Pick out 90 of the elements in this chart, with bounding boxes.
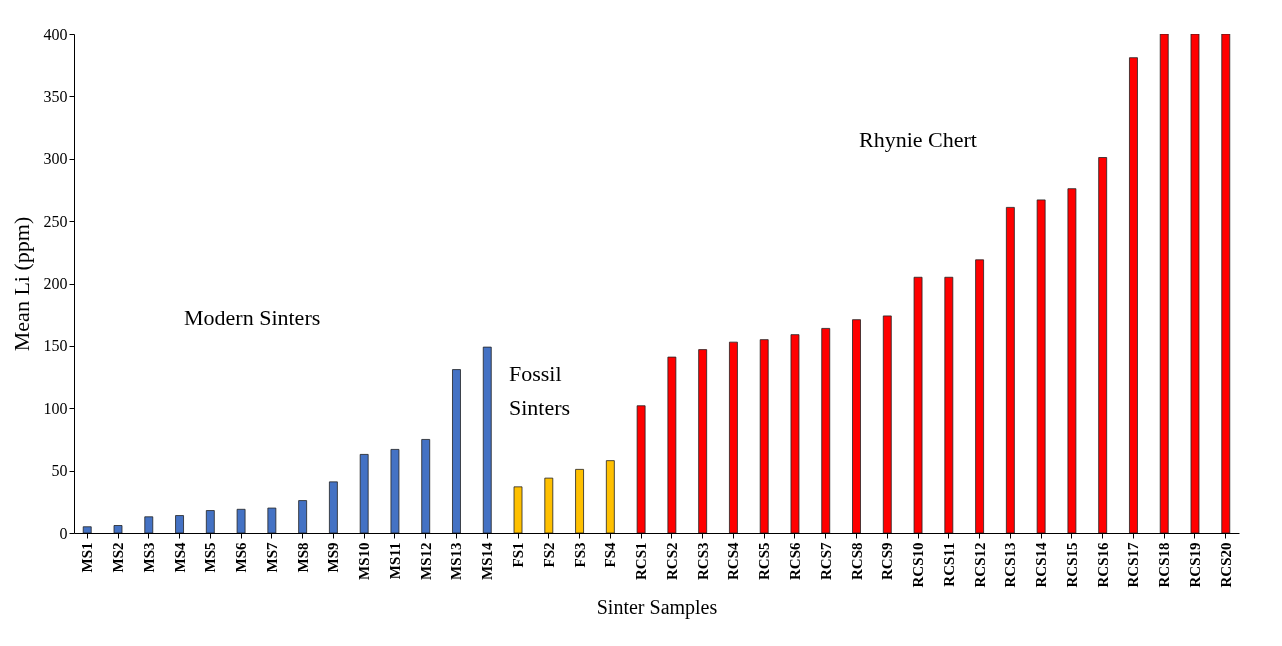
x-tick-label: RCS10: [910, 542, 927, 588]
bar: [482, 346, 492, 533]
x-tick-label: RCS5: [756, 542, 773, 581]
x-tick-label: RCS8: [848, 542, 865, 581]
x-tick-label: MS12: [417, 542, 434, 580]
bar: [667, 356, 677, 533]
y-tick-label: 300: [43, 150, 68, 168]
bar: [944, 276, 954, 533]
bar: [1098, 157, 1108, 533]
x-tick-label: RCS3: [694, 542, 711, 581]
bar: [1129, 57, 1138, 533]
bar: [759, 339, 769, 533]
x-tick-label: RCS18: [1156, 542, 1173, 588]
x-tick-label: RCS16: [1094, 542, 1111, 588]
x-tick-label: RCS12: [971, 542, 988, 588]
x-tick-label: RCS7: [817, 542, 834, 581]
bar: [790, 334, 800, 533]
bar: [544, 477, 554, 533]
x-tick-label: MS14: [479, 542, 496, 580]
bar: [298, 500, 308, 533]
x-tick-label: MS9: [325, 542, 342, 573]
annotation: Rhynie Chert: [859, 127, 977, 152]
x-tick-label: RCS20: [1217, 542, 1234, 588]
bar: [421, 439, 431, 533]
x-tick-label: RCS13: [1002, 542, 1019, 588]
bar: [698, 349, 708, 533]
bar: [236, 508, 246, 533]
x-tick-label: FS3: [571, 542, 588, 568]
x-tick-label: FS2: [540, 542, 557, 568]
bar: [1159, 34, 1169, 533]
x-tick-label: MS4: [171, 542, 188, 573]
x-tick-label: FS1: [510, 542, 527, 568]
y-tick-label: 250: [43, 212, 68, 230]
x-tick-label: MS2: [110, 542, 126, 573]
bar: [205, 510, 215, 533]
bar: [729, 341, 738, 533]
bar: [390, 449, 400, 533]
x-tick-label: RCS4: [725, 542, 742, 581]
annotation: Fossil Sinters: [509, 361, 571, 420]
bar: [636, 405, 646, 533]
x-tick-label: RCS1: [633, 542, 650, 581]
bar: [329, 481, 338, 533]
x-tick-label: MS3: [140, 542, 157, 573]
bar: [452, 369, 461, 533]
y-tick-label: 350: [43, 87, 68, 105]
x-tick-label: RCS15: [1063, 542, 1080, 588]
x-tick-label: RCS9: [879, 542, 896, 581]
bar: [605, 460, 615, 533]
bar: [82, 526, 92, 533]
bar: [575, 468, 584, 533]
x-tick-label: MS13: [448, 542, 465, 580]
bar: [821, 328, 831, 533]
bar: [882, 315, 892, 533]
annotation: Modern Sinters: [184, 305, 321, 330]
x-tick-label: MS6: [233, 542, 250, 573]
y-axis-title: Mean Li (ppm): [8, 216, 34, 352]
y-tick-label: 100: [43, 399, 68, 417]
bar: [975, 259, 984, 533]
bar: [1005, 207, 1015, 533]
x-tick-label: RCS2: [663, 542, 680, 581]
x-tick-label: MS1: [79, 542, 96, 573]
bar: [913, 276, 923, 533]
x-tick-label: RCS19: [1187, 542, 1203, 588]
x-tick-label: RCS11: [940, 542, 957, 587]
y-tick-label: 0: [59, 524, 68, 542]
x-tick-label: MS10: [356, 542, 373, 580]
x-tick-label: MS5: [202, 542, 219, 573]
x-axis-title: Sinter Samples: [596, 595, 718, 619]
bar: [513, 486, 523, 533]
bar: [113, 525, 123, 533]
x-tick-label: MS11: [386, 542, 403, 580]
bar: [175, 515, 184, 533]
bar: [267, 507, 277, 533]
y-tick-label: 150: [43, 337, 68, 355]
y-tick-label: 200: [43, 275, 68, 292]
x-tick-label: FS4: [602, 542, 619, 568]
y-tick-label: 400: [43, 25, 68, 43]
bar: [852, 319, 861, 533]
x-tick-label: RCS14: [1033, 542, 1050, 588]
bar: [1036, 199, 1046, 533]
x-tick-label: RCS6: [786, 542, 803, 581]
x-tick-label: MS8: [294, 542, 311, 573]
bar: [1067, 188, 1077, 533]
bar: [144, 516, 154, 533]
y-tick-label: 50: [51, 462, 68, 480]
x-tick-label: MS7: [263, 542, 280, 573]
bar: [1190, 34, 1200, 533]
x-tick-label: RCS17: [1125, 542, 1142, 588]
bar: [359, 454, 369, 533]
bar: [1221, 34, 1231, 533]
